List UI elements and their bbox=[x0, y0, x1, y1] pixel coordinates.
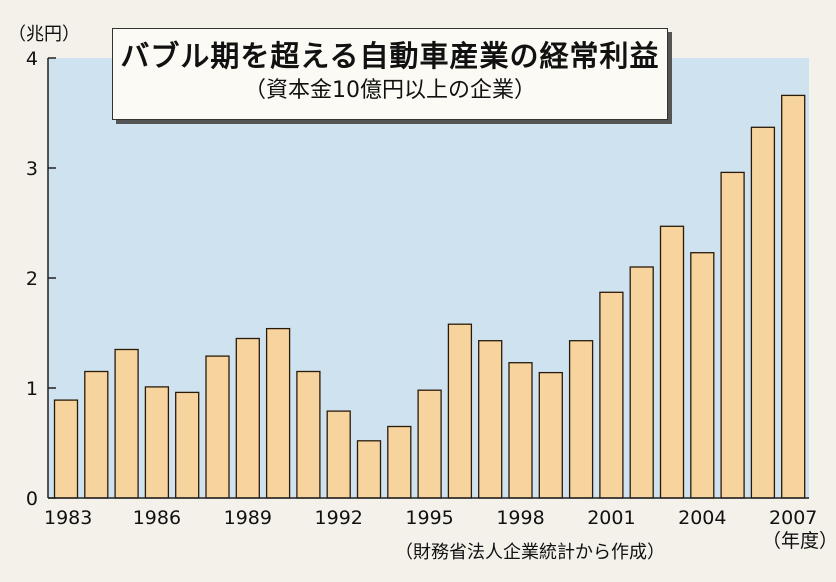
y-axis-unit: （兆円） bbox=[8, 24, 80, 45]
bar-1988 bbox=[205, 355, 230, 499]
bar-1997 bbox=[478, 340, 503, 499]
bar-2000 bbox=[568, 340, 594, 499]
bar-1985 bbox=[114, 348, 139, 499]
bar-1995 bbox=[417, 389, 442, 499]
y-tick-label-3: 3 bbox=[26, 158, 38, 180]
bar-1989 bbox=[235, 337, 260, 499]
bar-1993 bbox=[356, 440, 382, 499]
bar-2002 bbox=[629, 266, 654, 499]
chart-title: バブル期を超える自動車産業の経常利益 bbox=[120, 39, 660, 73]
bar-1996 bbox=[447, 323, 473, 499]
x-tick-label-1983: 1983 bbox=[44, 507, 92, 529]
bars-group bbox=[53, 94, 806, 499]
bar-1994 bbox=[387, 425, 412, 499]
bar-2007 bbox=[781, 94, 806, 499]
y-ticks-group: 0 1 2 3 4 bbox=[26, 48, 56, 510]
bar-2005 bbox=[720, 171, 745, 499]
source-note: （財務省法人企業統計から作成） bbox=[395, 542, 665, 563]
bar-2004 bbox=[690, 252, 715, 499]
y-tick-label-4: 4 bbox=[26, 48, 38, 70]
bar-1991 bbox=[296, 370, 321, 499]
bar-2001 bbox=[599, 291, 624, 499]
title-box: バブル期を超える自動車産業の経常利益 （資本金10億円以上の企業） bbox=[112, 28, 668, 120]
bar-1998 bbox=[508, 362, 533, 499]
x-tick-label-2004: 2004 bbox=[678, 507, 726, 529]
x-axis-unit: （年度） bbox=[762, 530, 836, 552]
bar-1986 bbox=[144, 386, 170, 499]
x-tick-label-1995: 1995 bbox=[405, 507, 453, 529]
bar-1990 bbox=[265, 327, 291, 499]
x-ticks-group: 1983 1986 1989 1992 1995 1998 2001 2004 2007 bbox=[44, 507, 817, 529]
chart-subtitle: （資本金10億円以上の企業） bbox=[244, 78, 536, 103]
bar-1987 bbox=[175, 391, 200, 499]
bar-1999 bbox=[538, 371, 563, 499]
bar-1992 bbox=[326, 410, 351, 499]
y-tick-label-1: 1 bbox=[26, 378, 38, 400]
y-tick-label-0: 0 bbox=[26, 488, 38, 510]
bar-2006 bbox=[750, 126, 776, 499]
y-tick-label-2: 2 bbox=[26, 268, 38, 290]
x-tick-label-1998: 1998 bbox=[496, 507, 544, 529]
bar-1984 bbox=[84, 370, 109, 499]
bar-2003 bbox=[659, 225, 685, 499]
x-tick-label-2007: 2007 bbox=[769, 507, 817, 529]
x-tick-label-1992: 1992 bbox=[315, 507, 363, 529]
bar-1983 bbox=[53, 399, 79, 499]
x-tick-label-1989: 1989 bbox=[224, 507, 272, 529]
x-tick-label-1986: 1986 bbox=[133, 507, 181, 529]
x-tick-label-2001: 2001 bbox=[587, 507, 635, 529]
